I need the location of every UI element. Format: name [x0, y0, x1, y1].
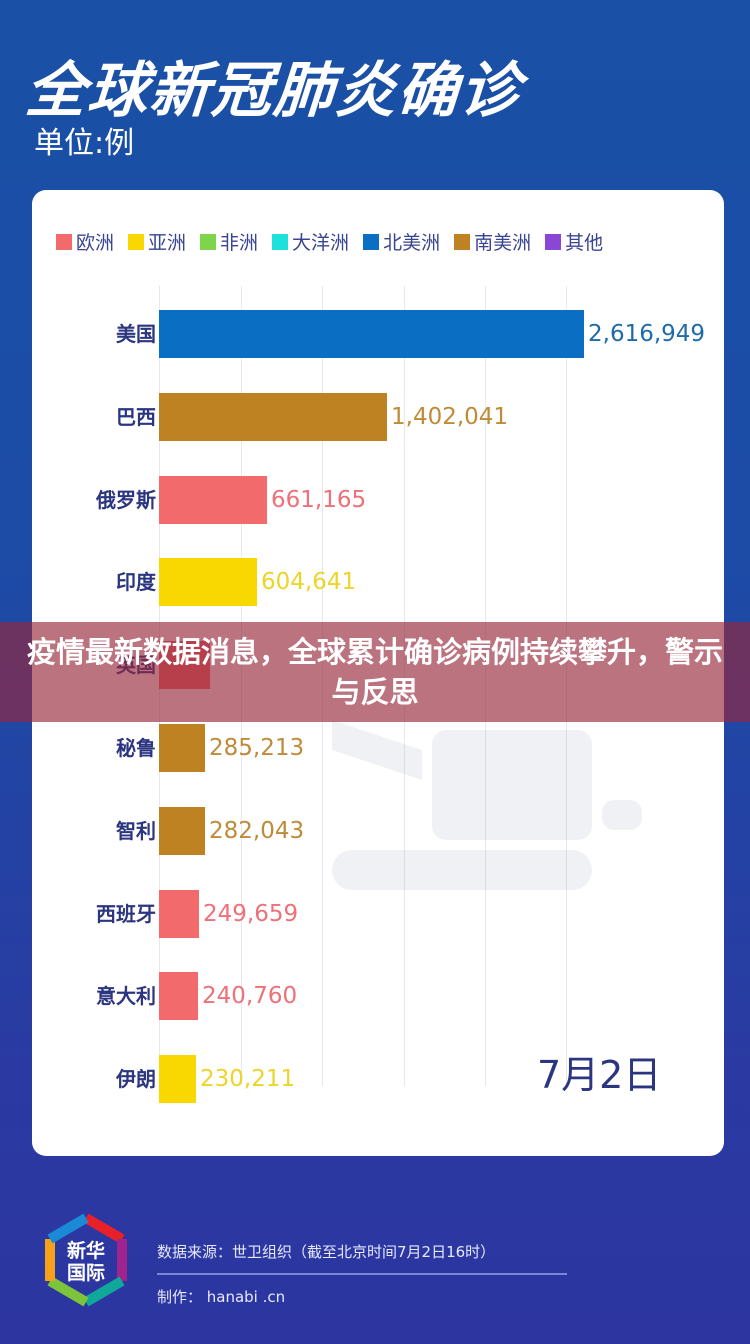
watermark-icon: [332, 720, 642, 890]
legend-swatch-icon: [56, 233, 72, 250]
unit-label: 单位:例: [34, 126, 135, 161]
legend-label: 大洋洲: [292, 232, 350, 254]
legend-label: 欧洲: [76, 232, 115, 254]
bar[interactable]: [159, 972, 198, 1021]
legend-label: 非洲: [220, 232, 259, 254]
bar[interactable]: [159, 558, 257, 607]
bar-value: 285,213: [209, 735, 305, 761]
legend-item[interactable]: 亚洲: [128, 228, 186, 255]
legend-swatch-icon: [363, 233, 380, 250]
legend-swatch-icon: [272, 233, 289, 250]
data-source: 数据来源：世卫组织（截至北京时间7月2日16时）: [157, 1243, 496, 1261]
bar-row: 美国 2,616,949: [32, 310, 724, 358]
legend-item[interactable]: 南美洲: [454, 228, 531, 255]
country-label: 俄罗斯: [96, 487, 156, 512]
logo-ring-icon: [45, 1213, 127, 1307]
headline-banner: 疫情最新数据消息，全球累计确诊病例持续攀升，警示与反思: [0, 622, 750, 722]
footer-divider: [157, 1273, 567, 1275]
logo-text: 新华国际: [66, 1240, 105, 1284]
date-annotation: 7月2日: [537, 1053, 662, 1097]
bar-row: 俄罗斯 661,165: [32, 475, 724, 524]
legend-item[interactable]: 北美洲: [363, 228, 440, 255]
chart-legend: 欧洲 亚洲 非洲 大洋洲 北美洲 南美洲 其他: [56, 228, 603, 255]
bar[interactable]: [159, 1055, 196, 1104]
legend-item[interactable]: 大洋洲: [272, 228, 349, 255]
country-label: 巴西: [116, 404, 156, 429]
bar[interactable]: [159, 806, 205, 855]
credit: 制作： hanabi .cn: [157, 1288, 286, 1306]
bar-row: 巴西 1,402,041: [32, 392, 724, 441]
country-label: 西班牙: [96, 901, 156, 926]
headline-text: 疫情最新数据消息，全球累计确诊病例持续攀升，警示与反思: [26, 635, 723, 709]
bar-value: 661,165: [271, 486, 367, 513]
legend-swatch-icon: [545, 233, 562, 250]
legend-label: 亚洲: [148, 232, 187, 254]
legend-item[interactable]: 非洲: [200, 228, 258, 255]
bar-value: 230,211: [200, 1066, 296, 1093]
bar[interactable]: [159, 310, 584, 358]
legend-label: 北美洲: [383, 232, 441, 254]
bar[interactable]: [159, 475, 267, 524]
legend-label: 南美洲: [474, 232, 532, 254]
country-label: 伊朗: [116, 1067, 156, 1092]
legend-swatch-icon: [128, 233, 145, 250]
legend-swatch-icon: [200, 233, 217, 250]
page-title: 全球新冠肺炎确诊: [23, 56, 525, 126]
bar-row: 伊朗 230,211: [32, 1055, 724, 1104]
country-label: 意大利: [96, 984, 156, 1009]
legend-item[interactable]: 欧洲: [56, 228, 114, 255]
country-label: 秘鲁: [116, 736, 156, 760]
bar-row: 意大利 240,760: [32, 972, 724, 1021]
bar[interactable]: [159, 889, 199, 938]
bar-row: 智利 282,043: [32, 806, 724, 855]
legend-swatch-icon: [454, 233, 471, 250]
bar-row: 秘鲁 285,213: [32, 724, 724, 772]
bar[interactable]: [159, 724, 205, 772]
bar[interactable]: [159, 392, 387, 441]
bar-value: 2,616,949: [588, 321, 706, 347]
legend-item[interactable]: 其他: [545, 228, 603, 255]
bar-row: 印度 604,641: [32, 558, 724, 607]
country-label: 印度: [116, 570, 156, 595]
bar-value: 282,043: [209, 817, 305, 844]
country-label: 智利: [116, 818, 156, 843]
xinhua-logo: 新华国际: [38, 1212, 134, 1308]
bar-row: 西班牙 249,659: [32, 889, 724, 938]
bar-value: 1,402,041: [391, 403, 509, 430]
country-label: 美国: [116, 322, 156, 346]
bar-value: 249,659: [203, 900, 299, 927]
bar-value: 240,760: [202, 983, 298, 1010]
bar-value: 604,641: [261, 569, 357, 596]
legend-label: 其他: [565, 232, 604, 254]
